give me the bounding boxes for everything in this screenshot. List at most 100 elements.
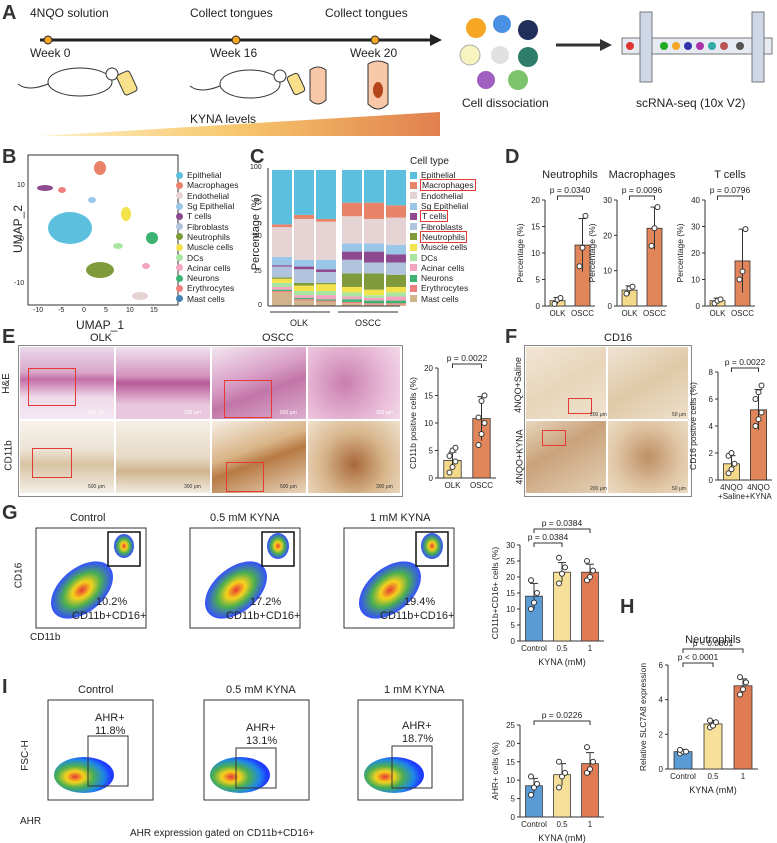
legend-label: DCs	[187, 252, 204, 263]
stacked-segment	[294, 170, 314, 215]
stacked-segment	[316, 299, 336, 301]
stacked-segment	[272, 286, 292, 290]
umap-xtick: 0	[82, 307, 86, 314]
group-olk: OLK	[290, 318, 309, 328]
x-tick-label: 1	[741, 772, 746, 781]
data-point	[556, 580, 562, 587]
y-tick-label: 25	[506, 557, 515, 566]
legend-swatch	[176, 243, 183, 251]
data-point	[475, 442, 482, 448]
stacked-segment	[272, 224, 292, 228]
legend-label: Neurons	[421, 273, 454, 284]
stacked-segment	[342, 299, 362, 302]
data-point	[755, 416, 762, 423]
x-tick-label: OLK	[621, 309, 638, 318]
stacked-segment	[364, 251, 384, 263]
data-point	[481, 392, 488, 399]
y-axis-label: Relative SLC7A8 expression	[638, 663, 648, 771]
stacked-segment	[342, 303, 362, 306]
panel-letter-h: H	[620, 596, 635, 618]
stacked-segment	[342, 259, 362, 274]
data-point	[562, 769, 568, 776]
stacked-segment	[316, 291, 336, 296]
stacked-segment	[272, 170, 292, 225]
data-point	[562, 564, 568, 571]
significance-bracket	[682, 662, 714, 667]
zoom-box	[226, 462, 264, 492]
data-point	[736, 276, 743, 283]
y-tick-label: 4	[709, 422, 714, 431]
p-value: p = 0.0226	[542, 710, 583, 720]
legend-swatch	[410, 202, 417, 210]
gate-label: CD11b+CD16+	[380, 610, 455, 622]
data-point	[654, 204, 661, 211]
data-point	[590, 758, 596, 765]
legend-swatch	[176, 295, 183, 303]
legend-swatch	[410, 212, 417, 220]
x-tick-label: 0.5	[556, 644, 568, 653]
data-point	[557, 295, 564, 302]
legend-item: Mast cells	[410, 294, 459, 304]
p-value: p = 0.0096	[622, 185, 663, 195]
umap-xtick: -10	[33, 307, 44, 314]
x-tick-label: 1	[588, 644, 593, 653]
legend-swatch	[176, 202, 183, 210]
y-tick-label: 0	[659, 765, 664, 774]
data-point	[752, 396, 759, 402]
legend-item: Epithelial	[176, 170, 222, 180]
panel-letter-d: D	[505, 146, 520, 168]
gate-percent: 17.2%	[250, 596, 282, 608]
ahr-gate-percent: 11.8%	[95, 725, 126, 737]
scale-bar-label: 500 μm	[88, 410, 105, 416]
data-point	[737, 674, 743, 681]
stacked-segment	[294, 285, 314, 292]
y-tick-label: 0	[709, 476, 714, 485]
chart-title: Neutrophils	[542, 169, 598, 181]
y-tick-label: 20	[506, 739, 515, 748]
y-tick-label: 10	[424, 419, 433, 428]
panel-letter-i: I	[2, 676, 8, 698]
y-tick-label: 20	[506, 573, 515, 582]
stacked-segment	[272, 257, 292, 266]
p-value: p < 0.0001	[678, 652, 719, 662]
legend-swatch	[410, 274, 417, 282]
umap-ytick: -10	[14, 280, 25, 287]
stacked-segment	[272, 292, 292, 306]
y-tick-label: 40	[691, 196, 700, 205]
data-point	[528, 577, 534, 584]
legend-item: Acinar cells	[410, 263, 464, 273]
legend-swatch	[410, 254, 417, 262]
scale-bar-label: 300 μm	[184, 484, 201, 490]
scale-bar-label: 500 μm	[280, 410, 297, 416]
y-tick-label: 10	[531, 249, 540, 258]
data-point	[446, 469, 453, 476]
legend-label: Macrophages	[187, 180, 239, 191]
stacked-segment	[316, 269, 336, 272]
legend-item: Erythrocytes	[410, 283, 468, 293]
zoom-box	[224, 380, 272, 418]
zoom-box	[28, 368, 76, 406]
data-point	[478, 431, 485, 437]
scale-bar-label: 200 μm	[590, 486, 607, 492]
x-tick-label: OLK	[549, 309, 566, 318]
legend-item: Neurons	[410, 273, 453, 283]
stacked-segment	[294, 297, 314, 300]
data-point	[651, 225, 658, 232]
scale-bar-label: 300 μm	[376, 410, 393, 416]
data-point	[556, 784, 562, 791]
stacked-segment	[364, 289, 384, 296]
data-point	[713, 719, 719, 726]
stacked-segment	[316, 284, 336, 292]
legend-item: Macrophages	[176, 180, 239, 190]
legend-item: Muscle cells	[410, 242, 467, 252]
stacked-segment	[316, 295, 336, 300]
stacked-segment	[294, 299, 314, 301]
stacked-segment	[386, 254, 406, 263]
umap-ytick: 0	[20, 236, 24, 243]
stacked-segment	[294, 300, 314, 306]
zoom-box	[542, 430, 566, 446]
legend-label: Neurons	[187, 273, 220, 284]
